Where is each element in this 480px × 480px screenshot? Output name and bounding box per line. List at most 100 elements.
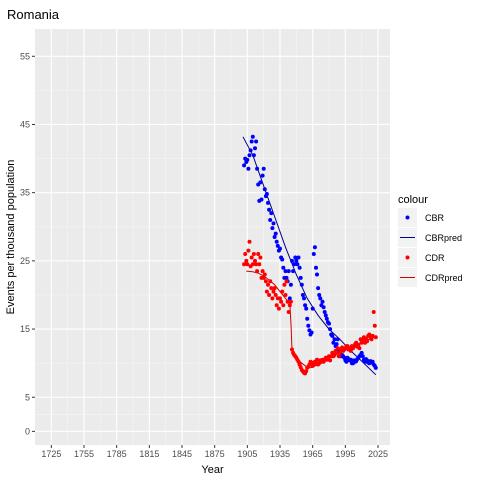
point-cbr <box>281 265 286 270</box>
point-cdr <box>272 286 277 291</box>
point-cbr <box>359 350 364 355</box>
legend: colour CBR CBRpred CDR CDRpred <box>398 194 463 287</box>
point-cdr <box>268 279 273 284</box>
point-cbr <box>268 218 273 222</box>
point-cbr <box>305 316 310 321</box>
point-cdr <box>371 310 376 314</box>
point-cbr <box>272 235 277 239</box>
point-cbr <box>287 296 292 301</box>
point-cdr <box>348 348 353 353</box>
point-cbr <box>302 296 306 301</box>
point-cbr <box>286 269 291 274</box>
point-cbr <box>246 166 251 171</box>
legend-point-symbol <box>405 215 410 220</box>
point-cbr <box>335 337 340 342</box>
point-cbr <box>274 239 279 244</box>
y-axis-ticks: 0 5 15 25 35 45 55 <box>20 51 35 436</box>
point-cbr <box>303 303 308 308</box>
point-cbr <box>360 354 365 359</box>
point-cdr <box>263 279 268 284</box>
point-cbr <box>297 265 302 270</box>
point-cbr <box>273 231 278 236</box>
point-cdr <box>369 337 374 342</box>
point-cbr <box>262 187 267 192</box>
point-cdr <box>243 252 248 256</box>
point-cdr <box>286 310 291 314</box>
point-cbr <box>328 327 333 332</box>
point-cbr <box>249 139 254 144</box>
point-cbr <box>320 299 325 304</box>
point-cdr <box>373 335 378 340</box>
point-cdr <box>357 346 362 351</box>
point-cbr <box>373 365 378 370</box>
point-cbr <box>314 265 318 270</box>
point-cbr <box>294 258 299 263</box>
point-cbr <box>242 163 247 168</box>
major-gridlines <box>35 29 390 445</box>
point-cbr <box>323 313 328 318</box>
point-cdr <box>251 252 256 256</box>
point-cbr <box>247 153 252 158</box>
point-cdr <box>284 279 289 284</box>
point-cbr <box>322 310 327 314</box>
x-tick-label: 1845 <box>172 449 192 459</box>
y-tick-label: 25 <box>20 256 30 266</box>
point-cdr <box>285 299 290 304</box>
y-tick-label: 0 <box>25 426 30 436</box>
x-tick-label: 1785 <box>107 449 127 459</box>
x-tick-label: 1905 <box>237 449 257 459</box>
point-cbr <box>295 262 300 267</box>
point-cdr <box>337 350 342 355</box>
point-cbr <box>284 275 289 280</box>
y-tick-label: 15 <box>20 324 30 334</box>
x-tick-label: 1995 <box>335 449 355 459</box>
point-cdr <box>253 258 257 263</box>
point-cdr <box>266 282 270 287</box>
point-cdr <box>246 248 251 253</box>
point-cbr <box>311 252 316 256</box>
point-cdr <box>280 289 285 294</box>
x-tick-label: 1935 <box>270 449 290 459</box>
point-cbr <box>283 269 288 274</box>
point-cbr <box>253 146 257 151</box>
point-cdr <box>359 340 364 345</box>
plot-panel <box>35 29 390 445</box>
point-cbr <box>251 153 256 158</box>
x-tick-label: 2025 <box>368 449 388 459</box>
point-cdr <box>274 303 279 308</box>
point-cdr <box>270 296 275 301</box>
point-cbr <box>259 197 264 202</box>
point-cbr <box>317 293 322 297</box>
point-cdr <box>278 296 282 301</box>
point-cbr <box>269 211 274 216</box>
point-cdr <box>261 275 266 280</box>
point-cdr <box>247 239 252 244</box>
point-cbr <box>278 246 282 251</box>
point-cbr <box>331 340 336 345</box>
x-axis-label: Year <box>201 464 224 476</box>
y-tick-label: 35 <box>20 188 30 198</box>
x-tick-label: 1755 <box>74 449 94 459</box>
point-cbr <box>321 305 326 310</box>
point-cdr <box>315 357 319 362</box>
series-layer <box>242 134 378 376</box>
point-cdr <box>254 262 259 267</box>
point-cbr <box>306 323 311 328</box>
point-cdr <box>256 252 261 256</box>
point-cdr <box>283 293 288 297</box>
point-cdr <box>273 293 278 297</box>
legend-label: CDRpred <box>425 273 463 283</box>
legend-point-symbol <box>405 255 410 260</box>
point-cbr <box>318 296 323 301</box>
chart-title: Romania <box>7 7 60 22</box>
point-cdr <box>245 262 250 267</box>
point-cdr <box>244 258 249 263</box>
point-cbr <box>271 221 276 226</box>
point-cdr <box>269 286 274 291</box>
point-cbr <box>291 269 296 274</box>
point-cdr <box>255 269 260 274</box>
point-cbr <box>267 207 272 212</box>
point-cbr <box>332 337 337 342</box>
point-cbr <box>245 157 250 162</box>
